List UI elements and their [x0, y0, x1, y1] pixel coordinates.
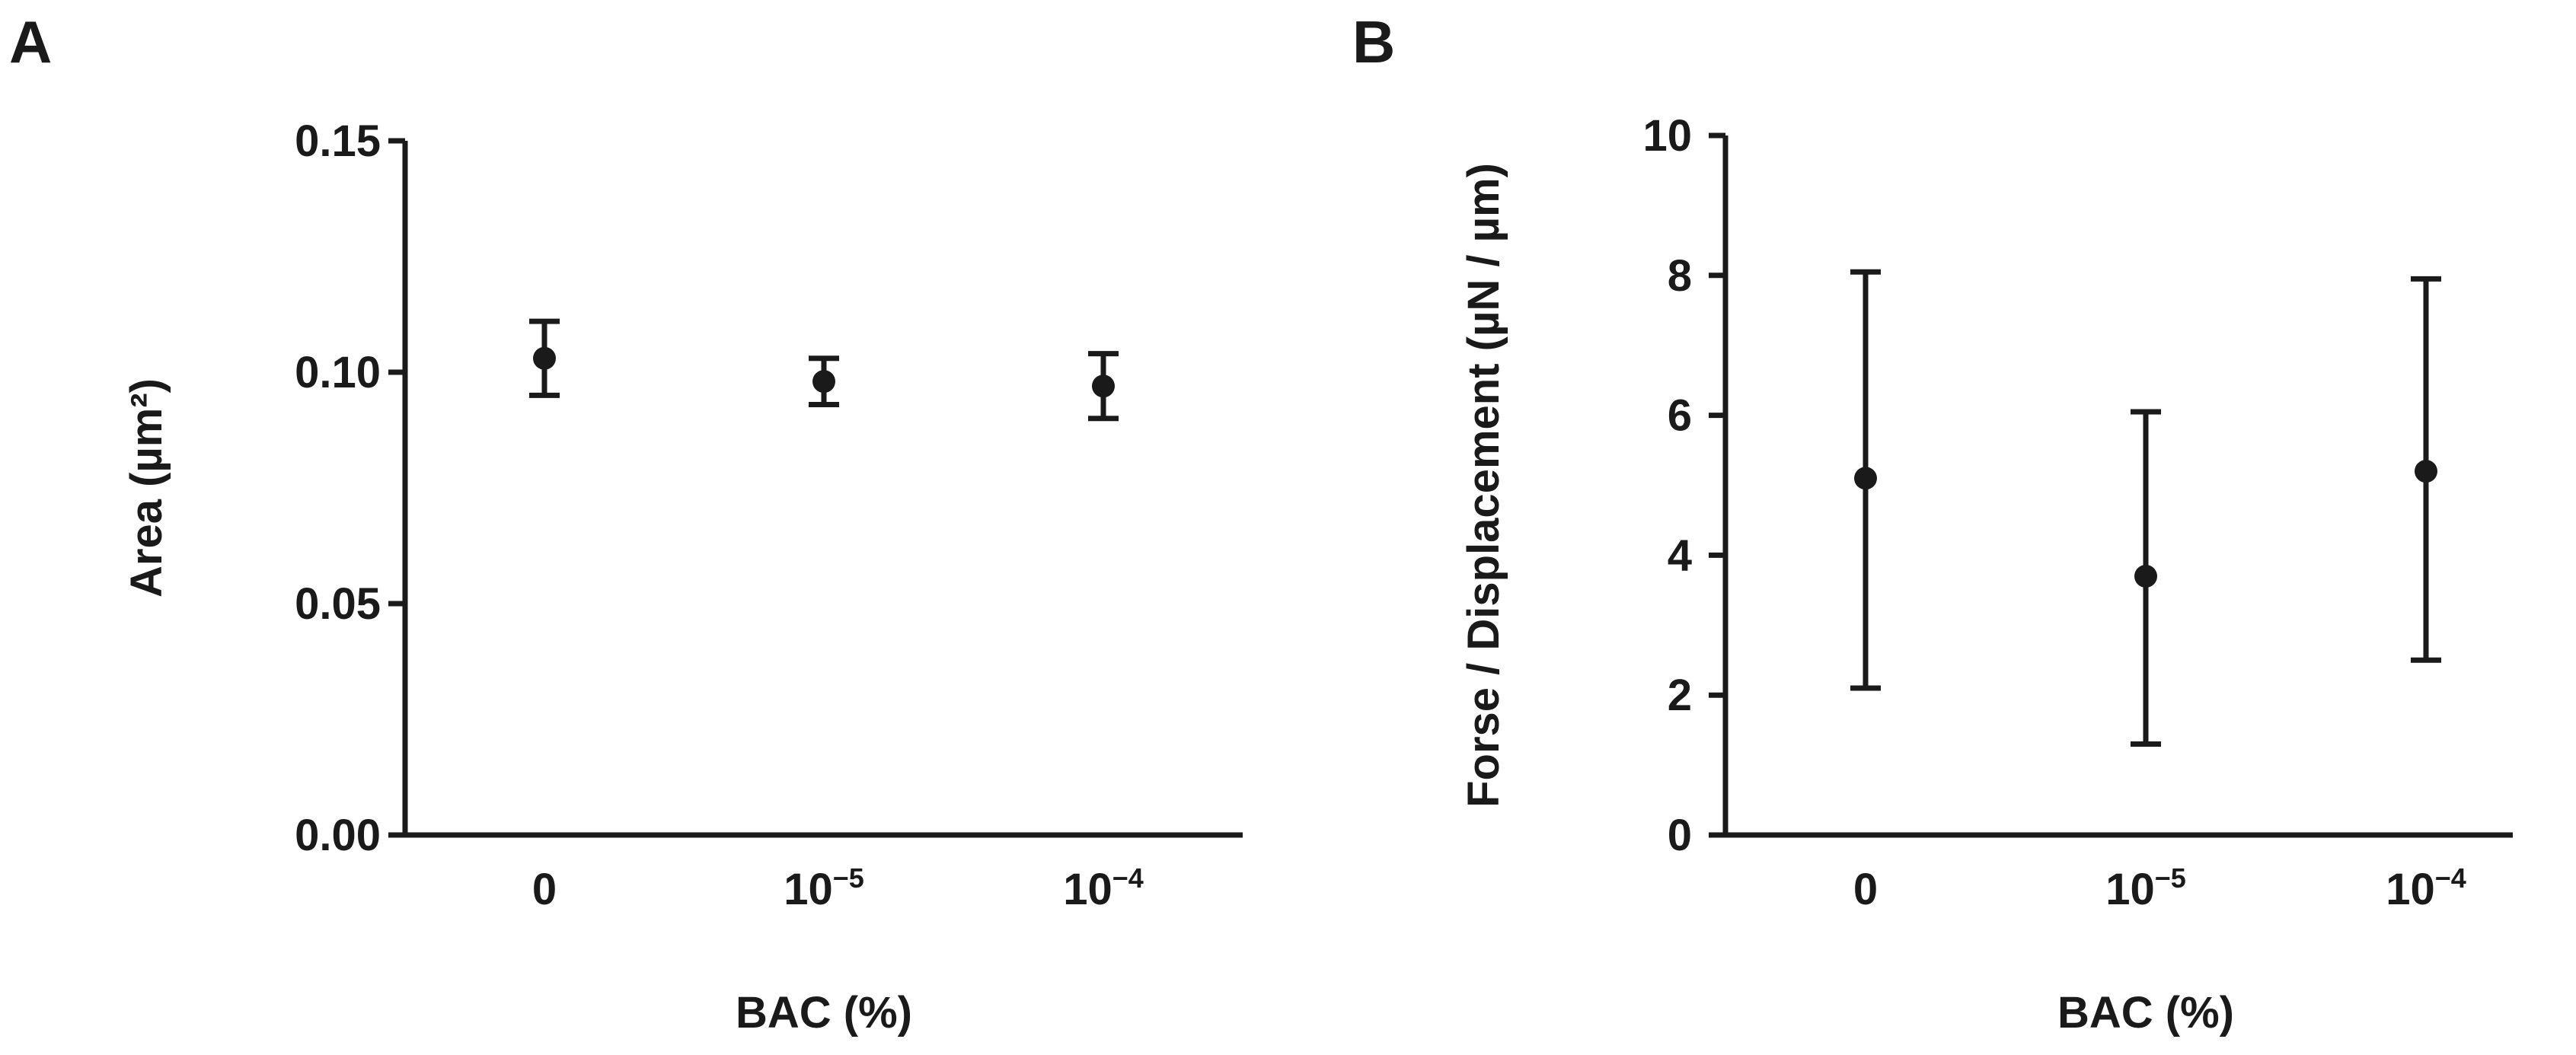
y-axis-title: Forse / Displacement (µN / µm) — [1459, 163, 1508, 808]
y-tick-label: 0.15 — [295, 116, 381, 166]
y-tick-label: 0.05 — [295, 579, 381, 629]
x-tick-label: 10−4 — [1063, 862, 1144, 914]
data-point — [812, 370, 835, 394]
x-tick-label: 0 — [532, 865, 557, 914]
data-point — [2415, 460, 2437, 483]
data-point — [533, 346, 556, 370]
x-tick-label: 10−5 — [784, 862, 864, 914]
y-tick-label: 8 — [1668, 251, 1692, 301]
panel-letter-b: B — [1352, 8, 1396, 75]
x-tick-label: 10−4 — [2386, 862, 2466, 914]
y-tick-label: 0.00 — [295, 811, 381, 860]
panel-letter-a: A — [9, 8, 53, 75]
x-axis-title: BAC (%) — [2057, 988, 2234, 1037]
x-tick-label: 10−5 — [2105, 862, 2186, 914]
y-tick-label: 10 — [1642, 111, 1692, 161]
y-tick-label: 4 — [1668, 531, 1692, 580]
y-tick-label: 2 — [1668, 671, 1692, 720]
y-axis-title: Area (µm²) — [122, 378, 171, 598]
x-tick-label: 0 — [1853, 865, 1878, 914]
y-tick-label: 0 — [1668, 811, 1692, 860]
data-point — [1854, 467, 1877, 490]
y-tick-label: 6 — [1668, 391, 1692, 441]
chart-a: 0.00 0.05 0.10 0.15 0 10−5 10−4 Area (µm²) BAC (… — [122, 116, 1243, 1037]
data-point — [2134, 564, 2157, 588]
data-point — [1092, 375, 1115, 398]
y-tick-label: 0.10 — [295, 348, 381, 397]
x-axis-title: BAC (%) — [736, 988, 912, 1037]
